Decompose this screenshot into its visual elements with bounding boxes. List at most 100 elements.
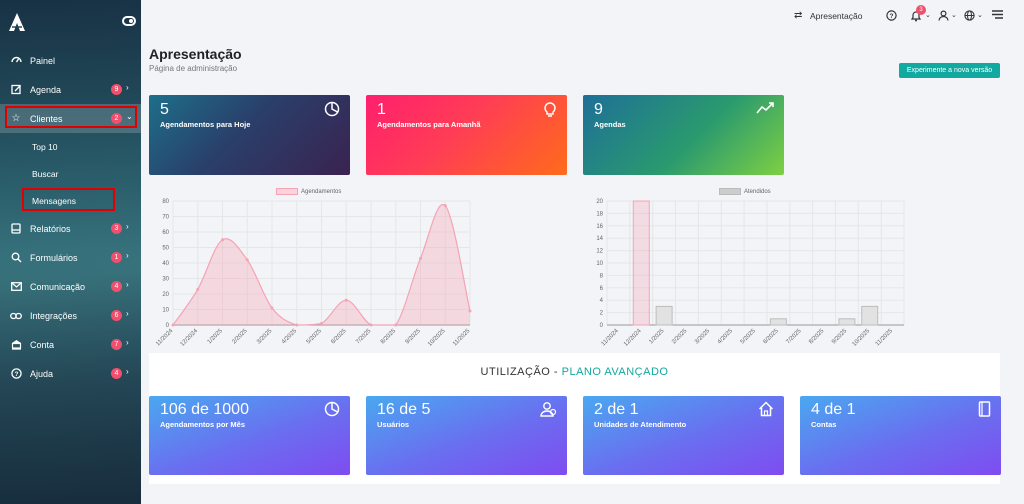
stat-value: 1 (377, 101, 386, 118)
x-tick-label: 3/2025 (256, 328, 274, 346)
y-tick-label: 18 (596, 211, 603, 217)
plan-name: PLANO AVANÇADO (561, 366, 669, 378)
y-tick-label: 2 (600, 311, 604, 317)
data-point (295, 323, 299, 327)
home-icon (758, 401, 774, 421)
usage-value: 2 de 1 (594, 401, 639, 418)
stat-card-today[interactable]: 5 Agendamentos para Hoje (149, 95, 350, 175)
usage-card-usuarios[interactable]: 16 de 5 Usuários (366, 396, 567, 475)
y-tick-label: 8 (600, 273, 604, 279)
chevron-right-icon: › (126, 280, 129, 289)
sidebar-item-clientes[interactable]: ☆ Clientes 2 ⌄ (0, 104, 141, 133)
sidebar: Painel Agenda 9 › ☆ Clientes 2 ⌄ Top 10 … (0, 0, 141, 504)
stat-value: 9 (594, 101, 603, 118)
y-tick-label: 60 (162, 230, 169, 236)
x-tick-label: 3/2025 (694, 328, 712, 346)
x-tick-label: 1/2025 (207, 328, 225, 346)
usage-label: Usuários (377, 420, 410, 429)
sidebar-item-agenda[interactable]: Agenda 9 › (0, 75, 141, 104)
y-tick-label: 14 (596, 236, 603, 242)
y-tick-label: 50 (162, 246, 169, 252)
data-point (245, 258, 249, 262)
try-new-version-button[interactable]: Experimente a nova versão (899, 63, 1000, 78)
sidebar-item-label: Comunicação (30, 281, 86, 292)
legend-swatch (276, 188, 298, 195)
chevron-down-icon[interactable]: ⌄ (977, 12, 983, 19)
chevron-down-icon: ⌄ (126, 112, 133, 121)
line-chart: 0 10 20 30 40 50 60 70 80 11/2024 12/2024 1/2025 2/2… (155, 199, 472, 348)
y-tick-label: 10 (596, 261, 603, 267)
sidebar-item-formularios[interactable]: Formulários 1 › (0, 243, 141, 272)
y-tick-label: 10 (162, 308, 169, 314)
bank-icon (10, 339, 22, 351)
data-point (344, 298, 348, 302)
x-tick-label: 12/2024 (623, 328, 643, 348)
x-tick-label: 8/2025 (808, 328, 826, 346)
chevron-right-icon: › (126, 83, 129, 92)
sidebar-item-label: Clientes (30, 113, 63, 124)
globe-icon[interactable] (964, 10, 975, 24)
stat-card-agendas[interactable]: 9 Agendas (583, 95, 784, 175)
y-tick-label: 12 (596, 249, 603, 255)
usage-label: Contas (811, 420, 837, 429)
chevron-down-icon[interactable]: ⌄ (951, 12, 957, 19)
x-tick-label: 9/2025 (405, 328, 423, 346)
submenu-item-mensagens[interactable]: Mensagens (0, 187, 141, 214)
data-point (419, 256, 422, 260)
report-icon (10, 223, 22, 235)
swap-icon[interactable]: ⇄ (794, 10, 803, 21)
data-point (196, 287, 200, 291)
x-tick-label: 6/2025 (330, 328, 348, 346)
page-title: Apresentação (149, 46, 242, 62)
stat-label: Agendamentos para Hoje (160, 120, 251, 129)
scrollbar[interactable] (1017, 0, 1024, 504)
presentation-link[interactable]: Apresentação (810, 11, 863, 21)
data-point (320, 321, 323, 325)
usage-title: UTILIZAÇÃO - PLANO AVANÇADO (149, 366, 1000, 378)
y-tick-label: 70 (162, 215, 169, 221)
submenu-item-label: Top 10 (32, 141, 58, 152)
help-icon[interactable]: ? (886, 10, 897, 24)
sidebar-item-painel[interactable]: Painel (0, 46, 141, 75)
sidebar-item-comunicacao[interactable]: Comunicação 4 › (0, 272, 141, 301)
dashboard-icon (10, 55, 22, 67)
usage-card-agendamentos[interactable]: 106 de 1000 Agendamentos por Mês (149, 396, 350, 475)
usage-card-unidades[interactable]: 2 de 1 Unidades de Atendimento (583, 396, 784, 475)
x-tick-label: 12/2024 (180, 328, 200, 348)
usage-value: 4 de 1 (811, 401, 856, 418)
menu-icon[interactable] (992, 10, 1003, 22)
user-icon[interactable] (938, 10, 949, 24)
x-tick-label: 10/2025 (852, 328, 872, 348)
sidebar-item-integracoes[interactable]: Integrações 6 › (0, 301, 141, 330)
sidebar-toggle-icon[interactable] (122, 16, 136, 26)
highlight-box-clientes (5, 106, 137, 128)
sidebar-item-label: Painel (30, 55, 56, 66)
x-tick-label: 11/2024 (601, 328, 621, 348)
submenu-item-buscar[interactable]: Buscar (0, 160, 141, 187)
legend-label: Atendidos (744, 188, 771, 195)
stat-value: 5 (160, 101, 169, 118)
data-point (468, 309, 472, 313)
sidebar-item-ajuda[interactable]: ? Ajuda 4 › (0, 359, 141, 388)
stat-label: Agendas (594, 120, 626, 129)
sidebar-item-label: Relatórios (30, 223, 71, 234)
y-tick-label: 20 (162, 292, 169, 298)
bar (861, 305, 879, 326)
sidebar-item-conta[interactable]: Conta 7 › (0, 330, 141, 359)
sidebar-item-relatorios[interactable]: Relatórios 3 › (0, 214, 141, 243)
app-logo[interactable] (8, 12, 26, 32)
count-badge: 2 (111, 113, 122, 124)
submenu-item-top10[interactable]: Top 10 (0, 133, 141, 160)
lightbulb-icon (543, 101, 557, 121)
count-badge: 4 (111, 368, 122, 379)
bar (632, 200, 650, 326)
y-tick-label: 16 (596, 224, 603, 230)
svg-text:?: ? (890, 13, 894, 20)
x-tick-label: 7/2025 (355, 328, 373, 346)
legend-swatch (719, 188, 741, 195)
data-point (270, 306, 274, 310)
chevron-down-icon[interactable]: ⌄ (925, 12, 931, 19)
stat-card-tomorrow[interactable]: 1 Agendamentos para Amanhã (366, 95, 567, 175)
usage-card-contas[interactable]: 4 de 1 Contas (800, 396, 1001, 475)
bar-chart: 0 2 4 6 8 10 12 14 16 18 20 11/2024 12/2024 1/2025 2/2… (596, 199, 905, 348)
